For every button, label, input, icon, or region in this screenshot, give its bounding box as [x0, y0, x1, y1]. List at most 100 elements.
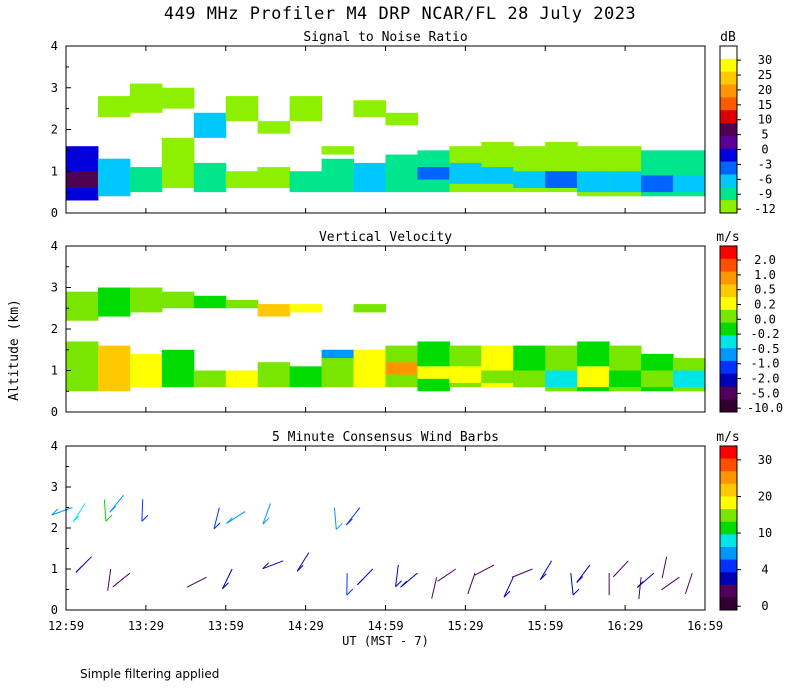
data-cell [66, 171, 99, 188]
data-cell [545, 171, 578, 188]
wind-barb-flag [222, 582, 229, 590]
data-cell [609, 370, 642, 388]
colorbar-frame-wind [719, 445, 738, 611]
colorbar-label: 20 [758, 489, 772, 503]
data-cell [193, 112, 227, 138]
x-tick-label: 15:29 [447, 619, 483, 633]
colorbar-label: -0.5 [751, 342, 780, 356]
y-tick-label: 1 [51, 562, 58, 576]
colorbar-segment [720, 373, 737, 387]
wind-barb [141, 499, 144, 522]
colorbar-segment [720, 322, 737, 336]
data-cell [193, 370, 227, 388]
x-tick-label: 16:29 [607, 619, 643, 633]
data-cell [257, 167, 291, 188]
wind-barb [467, 572, 476, 595]
y-tick-label: 2 [51, 123, 58, 137]
wind-barb [474, 564, 495, 576]
y-tick-label: 4 [51, 439, 58, 453]
wind-barb [576, 564, 591, 583]
data-cell [321, 349, 355, 359]
wind-barb-flag [346, 518, 353, 526]
wind-barb [661, 576, 680, 591]
data-cell [97, 345, 131, 392]
colorbar-label: -12 [754, 202, 776, 216]
data-cell [161, 87, 195, 109]
data-cell [257, 121, 291, 134]
wind-barb-flag [262, 517, 270, 525]
wind-barb [503, 576, 514, 598]
wind-barb [661, 556, 668, 579]
chart-main-title: 449 MHz Profiler M4 DRP NCAR/FL 28 July … [163, 4, 637, 24]
colorbar-segment [720, 348, 737, 362]
wind-barb [262, 560, 284, 570]
data-cell [225, 299, 259, 309]
y-tick-label: 3 [51, 480, 58, 494]
data-cell [289, 304, 323, 313]
wind-barb-flag [213, 522, 221, 530]
colorbar-segment [720, 584, 737, 598]
colorbar-segment [720, 483, 737, 497]
colorbar-frame-vv [719, 245, 738, 413]
data-cell [481, 370, 514, 383]
colorbar-segment [720, 496, 737, 510]
colorbar-segment [720, 399, 737, 413]
wind-barb [262, 503, 271, 525]
colorbar-segment [720, 135, 737, 150]
colorbar-label: -10.0 [747, 401, 783, 415]
colorbar-segment [720, 71, 737, 85]
colorbar-segment [720, 110, 737, 124]
colorbar-unit-snr: dB [720, 30, 736, 45]
wind-barb [684, 572, 693, 595]
colorbar-segment [720, 471, 737, 485]
data-cell [97, 287, 131, 317]
data-cell [577, 366, 610, 388]
wind-barb [107, 568, 112, 591]
data-cell [385, 112, 418, 126]
wind-barb-flag [296, 564, 304, 572]
data-cell [353, 100, 386, 117]
colorbar-segment [720, 148, 737, 162]
data-cell [449, 366, 482, 383]
y-tick-label: 4 [51, 39, 58, 53]
data-cell [513, 171, 546, 188]
x-tick-label: 13:29 [128, 619, 164, 633]
wind-barb-flag [109, 505, 117, 513]
colorbar-segment [720, 335, 737, 349]
data-cell [481, 167, 514, 184]
data-cell [161, 137, 195, 188]
data-cell [353, 304, 386, 313]
data-cell [129, 167, 163, 193]
colorbar-segment [720, 572, 737, 586]
colorbar-label: 15 [758, 98, 772, 112]
y-tick-label: 0 [51, 405, 58, 419]
wind-barb-flag [539, 573, 547, 581]
x-tick-label: 14:29 [288, 619, 324, 633]
data-cell [673, 370, 706, 388]
colorbar-frame-snr [719, 45, 738, 214]
colorbar-segment [720, 360, 737, 374]
colorbar-segment [720, 84, 737, 98]
data-cell [385, 362, 418, 375]
colorbar-label: 0.5 [754, 283, 776, 297]
data-cell [353, 349, 386, 388]
x-tick-label: 12:59 [48, 619, 84, 633]
data-cell [577, 171, 610, 193]
x-tick-label: 14:59 [367, 619, 403, 633]
colorbar-label: 0 [761, 599, 768, 613]
data-cell [257, 362, 291, 388]
panel-wind: 5 Minute Consensus Wind Barbs 0 1 2 3 4 m/s 30 2… [51, 430, 772, 617]
colorbar-label: 10 [758, 526, 772, 540]
data-cell [609, 171, 642, 193]
footnote: Simple filtering applied [80, 667, 220, 681]
colorbar-label: 30 [758, 453, 772, 467]
wind-barb [103, 499, 107, 522]
colorbar-label: -6 [758, 172, 772, 186]
data-cell [353, 162, 386, 193]
colorbar-segment [720, 258, 737, 272]
colorbar-label: -9 [758, 187, 772, 201]
colorbar-segment [720, 546, 737, 560]
wind-barb [72, 503, 86, 523]
data-cell [225, 370, 259, 388]
x-axis-label: UT (MST - 7) [342, 634, 429, 648]
